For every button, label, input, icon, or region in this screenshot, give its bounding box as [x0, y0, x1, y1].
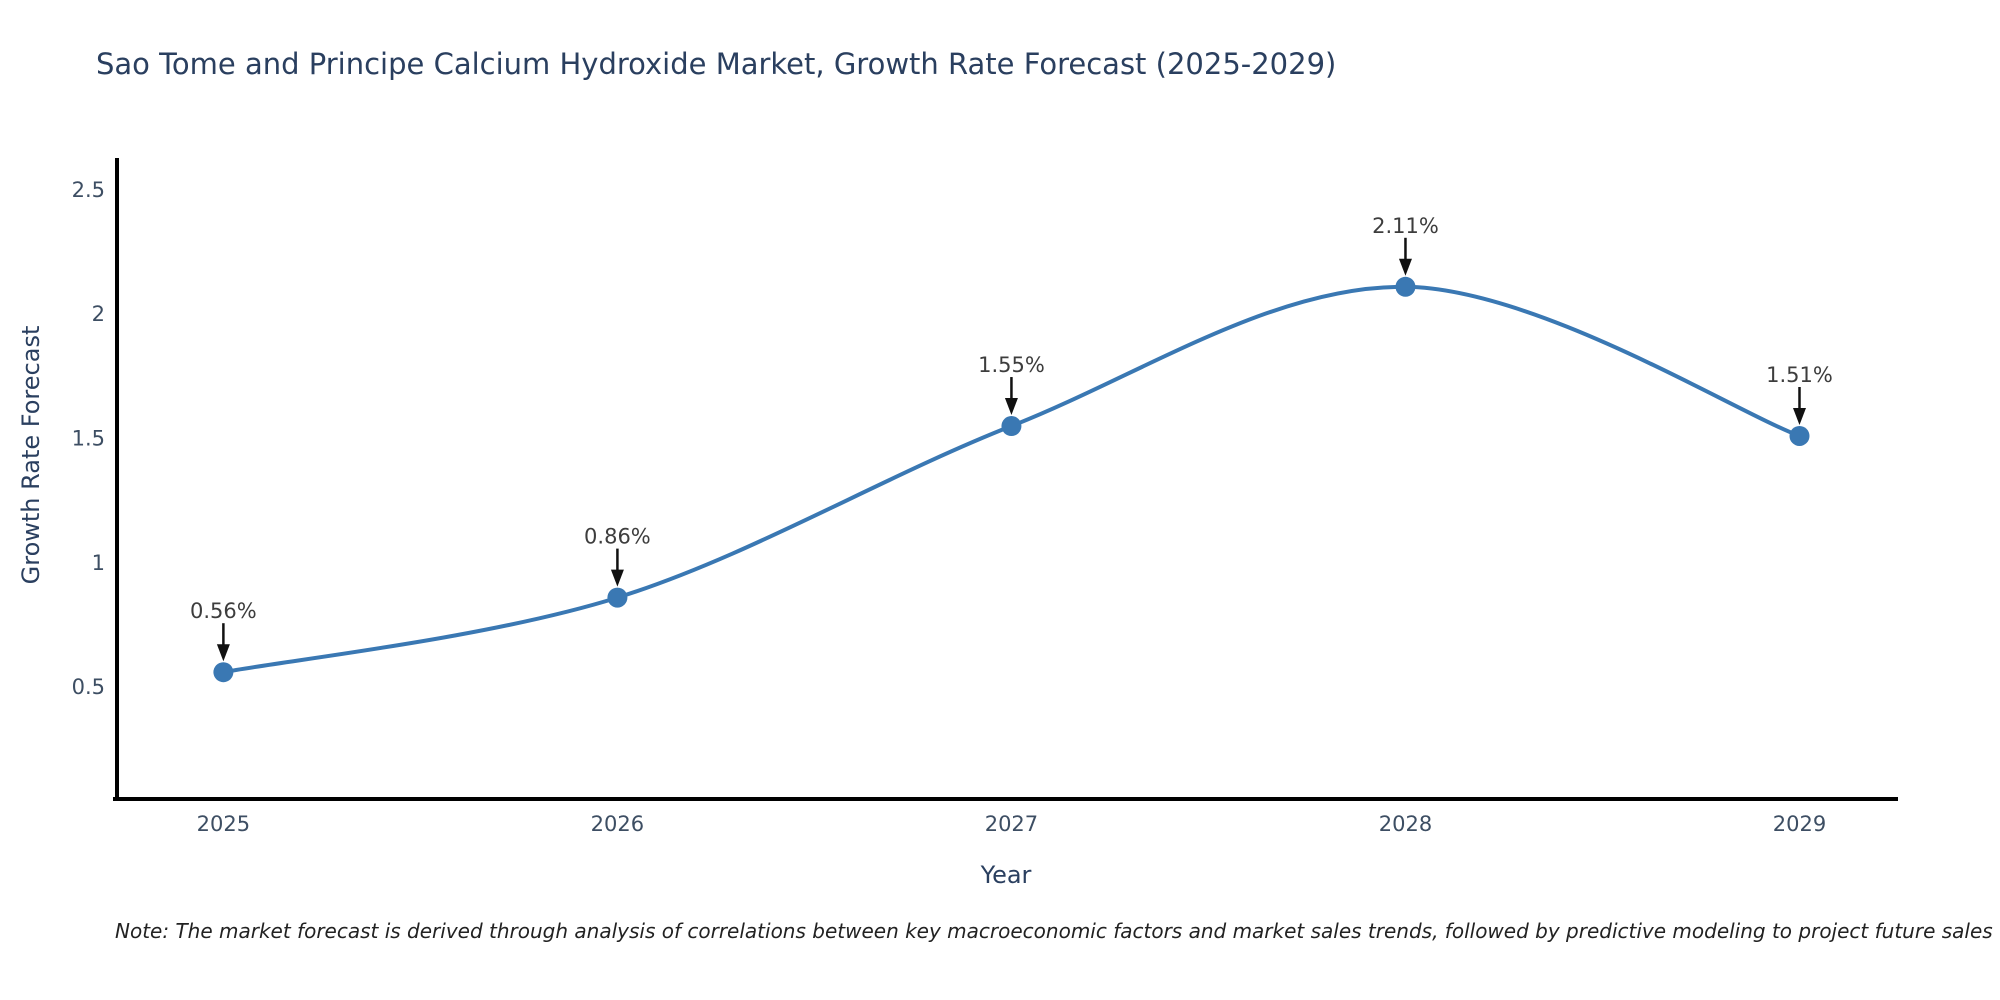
y-tick-label: 2.5 [72, 178, 105, 202]
annotation-arrowhead [1792, 407, 1806, 425]
data-point-marker [1395, 276, 1416, 297]
annotation-arrowhead [216, 644, 230, 662]
data-point-marker [607, 587, 628, 608]
y-tick-label: 1 [92, 551, 105, 575]
x-tick-label: 2025 [197, 812, 250, 836]
x-tick-label: 2027 [985, 812, 1038, 836]
data-point-label: 1.51% [1766, 363, 1833, 387]
series-line [221, 284, 1802, 675]
footnote: Note: The market forecast is derived thr… [115, 919, 1993, 943]
data-point-marker [213, 662, 234, 683]
annotation-arrowhead [1004, 398, 1018, 416]
chart-title: Sao Tome and Principe Calcium Hydroxide … [96, 47, 1337, 81]
y-tick-label: 1.5 [72, 426, 105, 450]
annotation-arrowhead [610, 569, 624, 587]
x-tick-label: 2026 [591, 812, 644, 836]
y-axis-title: Growth Rate Forecast [17, 325, 45, 585]
data-point-marker [1001, 416, 1022, 437]
y-tick-label: 0.5 [72, 675, 105, 699]
data-point-label: 0.86% [584, 525, 651, 549]
x-tick-label: 2029 [1773, 812, 1826, 836]
data-point-label: 2.11% [1372, 214, 1439, 238]
x-axis-title: Year [980, 861, 1032, 889]
data-point-marker [1789, 425, 1810, 446]
data-point-label: 1.55% [978, 353, 1045, 377]
x-tick-label: 2028 [1379, 812, 1432, 836]
data-point-label: 0.56% [190, 599, 257, 623]
y-tick-label: 2 [92, 302, 105, 326]
annotation-arrowhead [1398, 258, 1412, 276]
